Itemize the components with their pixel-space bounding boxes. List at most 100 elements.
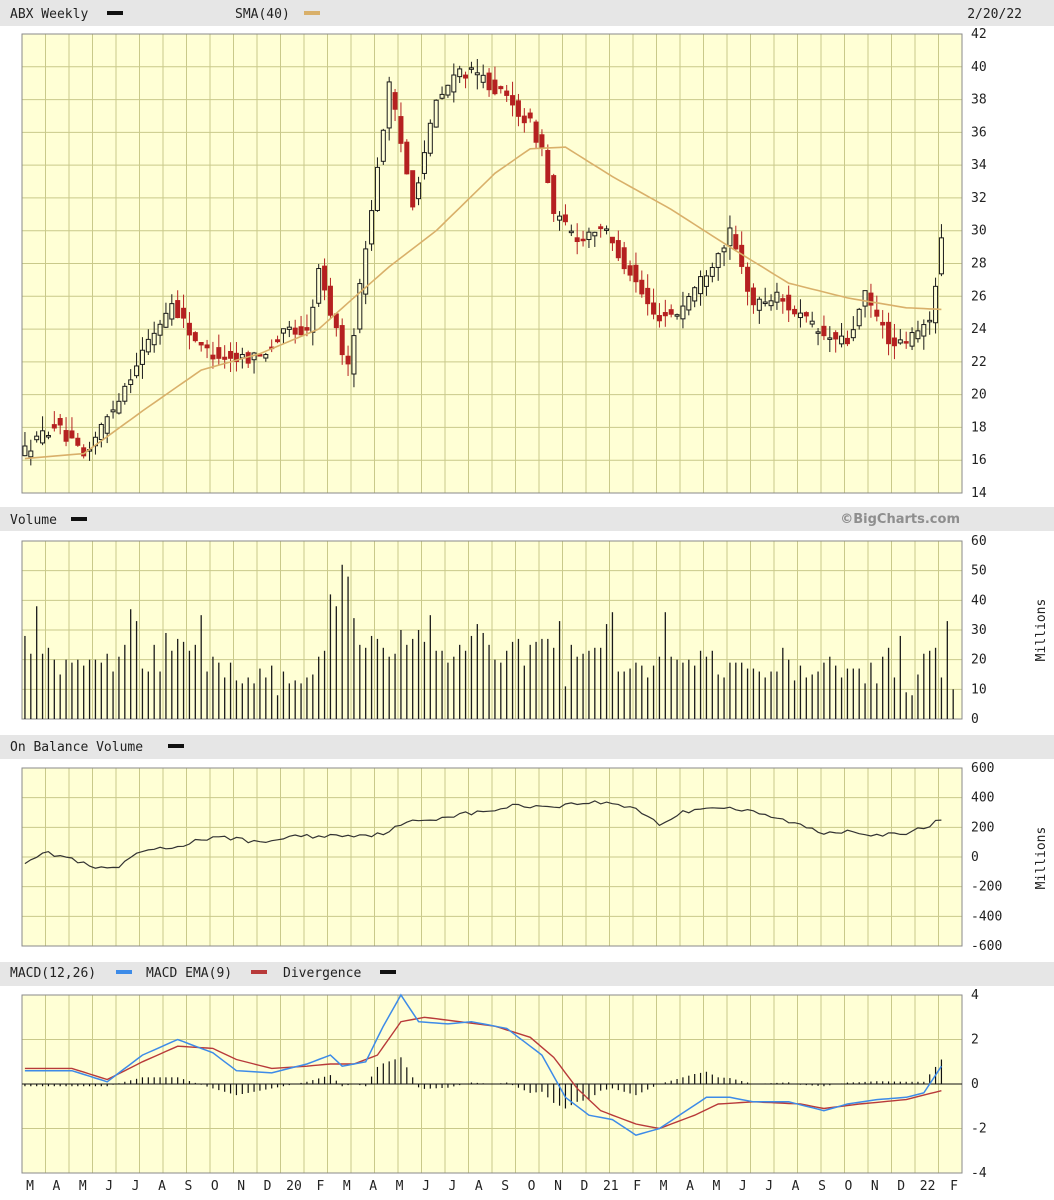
macd-panel: -4 -2 0 2 4 [21,988,987,1181]
candle-body [592,231,598,237]
price-y-tick-label: 22 [971,355,987,370]
x-tick-label: F [633,1179,641,1194]
candle-body [615,240,621,259]
x-tick-label: J [422,1179,430,1194]
candle-body [721,247,727,253]
price-y-tick-label: 24 [971,322,987,337]
candle-body [292,327,298,335]
candle-body [780,298,786,302]
candle-body [651,302,657,315]
x-tick-label: M [79,1179,87,1194]
price-y-tick-label: 32 [971,191,987,206]
candle-body [527,112,533,119]
candle-body [316,268,322,304]
candle-body [98,423,104,441]
candle-body [933,285,939,324]
macd-y-tick-label: -2 [971,1122,987,1137]
x-tick-label: D [897,1179,905,1194]
macd-panel-header [0,962,1054,986]
candle-body [680,305,686,320]
candle-body [404,141,410,175]
candle-body [745,266,751,292]
candle-body [134,365,140,377]
candle-body [40,430,46,444]
candle-body [51,424,57,429]
x-tick-label: N [871,1179,879,1194]
candle-body [850,329,856,339]
candle-body [233,352,239,363]
candle-body [122,385,128,402]
x-tick-label: F [950,1179,958,1194]
volume-y-tick-label: 50 [971,564,987,579]
candle-body [903,341,909,344]
candle-body [386,81,392,129]
candle-body [145,338,151,353]
volume-y-tick-label: 20 [971,653,987,668]
volume-y-tick-label: 30 [971,623,987,638]
price-y-tick-label: 38 [971,93,987,108]
candle-body [891,337,897,347]
candle-body [698,276,704,295]
price-y-tick-label: 36 [971,125,987,140]
x-tick-label: N [554,1179,562,1194]
candle-body [639,279,645,295]
candle-body [333,313,339,329]
x-tick-label: A [686,1179,694,1194]
symbol-label: ABX Weekly [10,7,88,22]
candle-body [715,253,721,268]
candle-body [557,215,563,221]
candle-body [369,210,375,245]
x-tick-label: J [105,1179,113,1194]
obv-legend-swatch [168,744,184,748]
candle-body [510,95,516,106]
chart-date: 2/20/22 [967,7,1022,22]
candle-body [286,326,292,330]
x-tick-label: J [132,1179,140,1194]
price-y-tick-label: 30 [971,224,987,239]
candle-body [645,287,651,305]
candle-body [862,290,868,307]
divergence-label: Divergence [283,966,361,981]
candle-body [216,347,222,359]
candle-body [868,292,874,306]
candle-body [463,74,469,79]
candle-body [815,331,821,334]
price-y-tick-label: 16 [971,453,987,468]
obv-frame [21,767,963,947]
candle-body [709,266,715,277]
candle-body [457,68,463,78]
candle-body [275,339,281,343]
candle-body [656,315,662,322]
macd-y-tick-label: 2 [971,1033,979,1048]
candle-body [856,308,862,327]
candle-body [874,309,880,317]
candle-body [474,72,480,76]
candle-body [116,400,122,414]
candle-body [733,234,739,250]
candle-body [692,287,698,302]
candle-body [69,430,75,439]
candle-body [433,99,439,128]
x-tick-label: F [316,1179,324,1194]
x-tick-label: M [26,1179,34,1194]
candle-body [421,152,427,174]
obv-panel: -600 -400 -200 0 200 400 600 [21,761,1002,954]
price-y-tick-label: 40 [971,60,987,75]
obv-y-tick-label: -600 [971,939,1002,954]
obv-y-tick-label: 200 [971,820,994,835]
x-tick-label: M [343,1179,351,1194]
candle-body [427,122,433,154]
volume-y-tick-label: 40 [971,593,987,608]
candle-body [533,121,539,143]
macd-y-tick-label: 4 [971,988,979,1003]
price-y-tick-label: 18 [971,420,987,435]
candle-body [169,303,175,320]
candle-body [104,416,110,434]
candle-body [310,306,316,333]
candle-body [803,312,809,317]
candle-body [927,319,933,323]
candle-body [703,275,709,287]
price-y-tick-label: 20 [971,388,987,403]
x-tick-label: N [237,1179,245,1194]
macd-ema-label: MACD EMA(9) [146,966,232,981]
